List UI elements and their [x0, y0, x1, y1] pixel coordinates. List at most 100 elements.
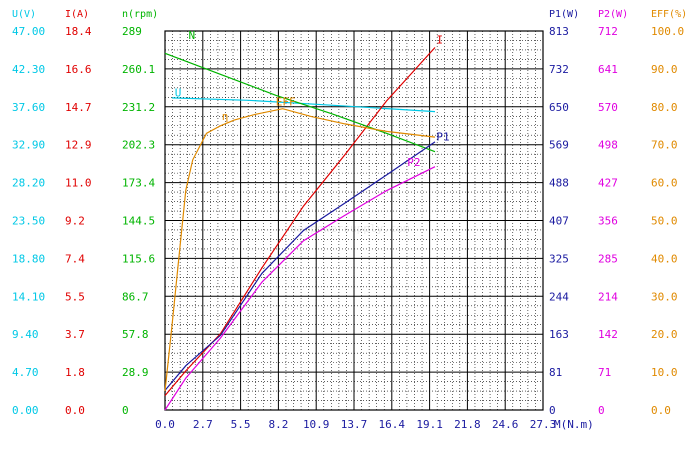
tick-label-n: 86.7	[122, 290, 149, 303]
tick-label-p1: 325	[549, 252, 569, 265]
tick-label-n: 173.4	[122, 177, 155, 190]
x-tick-label: 16.4	[379, 418, 406, 431]
tick-label-n: 57.8	[122, 328, 149, 341]
tick-label-p2: 285	[598, 252, 618, 265]
tick-label-i: 18.4	[65, 25, 92, 38]
tick-label-n: 231.2	[122, 101, 155, 114]
tick-label-eff: 100.0	[651, 25, 684, 38]
x-tick-label: 5.5	[231, 418, 251, 431]
axis-header-i: I(A)	[65, 9, 89, 20]
tick-label-i: 5.5	[65, 290, 85, 303]
tick-label-i: 7.4	[65, 252, 85, 265]
watermark: baopowersupply.com	[290, 222, 410, 235]
tick-label-u: 0.00	[12, 404, 39, 417]
tick-label-eff: 0.0	[651, 404, 671, 417]
x-tick-label: 2.7	[193, 418, 213, 431]
tick-label-p2: 427	[598, 177, 618, 190]
x-tick-label: 13.7	[341, 418, 368, 431]
tick-label-n: 144.5	[122, 215, 155, 228]
tick-label-eff: 60.0	[651, 177, 678, 190]
tick-label-p2: 356	[598, 215, 618, 228]
series-label-p1: P1	[436, 131, 449, 144]
tick-label-p1: 244	[549, 290, 569, 303]
tick-label-eff: 30.0	[651, 290, 678, 303]
series-label-u: U	[175, 86, 182, 99]
tick-label-u: 32.90	[12, 139, 45, 152]
tick-label-p2: 71	[598, 366, 611, 379]
tick-label-u: 23.50	[12, 215, 45, 228]
series-label-p2: P2	[407, 156, 420, 169]
tick-label-n: 115.6	[122, 252, 155, 265]
tick-label-p2: 498	[598, 139, 618, 152]
tick-label-eff: 20.0	[651, 328, 678, 341]
tick-label-p2: 142	[598, 328, 618, 341]
tick-label-p1: 81	[549, 366, 562, 379]
tick-label-i: 12.9	[65, 139, 92, 152]
tick-label-p1: 163	[549, 328, 569, 341]
axis-header-p2: P2(W)	[598, 9, 628, 20]
tick-label-n: 202.3	[122, 139, 155, 152]
tick-label-p2: 0	[598, 404, 605, 417]
plot-frame	[164, 30, 544, 411]
tick-label-p1: 732	[549, 63, 569, 76]
tick-label-p1: 407	[549, 215, 569, 228]
series-label-n: N	[189, 29, 196, 42]
series-line-u	[171, 97, 436, 113]
x-tick-label: 27.3	[530, 418, 557, 431]
tick-label-i: 11.0	[65, 177, 92, 190]
series-line-p2	[164, 166, 436, 411]
tick-label-i: 1.8	[65, 366, 85, 379]
x-tick-label: 0.0	[155, 418, 175, 431]
series-line-n	[164, 52, 436, 153]
tick-label-p1: 569	[549, 139, 569, 152]
tick-label-p2: 712	[598, 25, 618, 38]
tick-label-u: 47.00	[12, 25, 45, 38]
tick-label-p1: 0	[549, 404, 556, 417]
series-label-i: I	[436, 33, 443, 46]
x-tick-label: 10.9	[303, 418, 330, 431]
tick-label-p1: 650	[549, 101, 569, 114]
axis-header-n: n(rpm)	[122, 9, 158, 20]
axis-header-u: U(V)	[12, 9, 36, 20]
tick-label-eff: 40.0	[651, 252, 678, 265]
tick-label-p2: 570	[598, 101, 618, 114]
x-tick-label: 19.1	[416, 418, 443, 431]
tick-label-eff: 90.0	[651, 63, 678, 76]
tick-label-p1: 813	[549, 25, 569, 38]
tick-label-i: 14.7	[65, 101, 92, 114]
series-line-p1	[164, 141, 436, 391]
tick-label-p1: 488	[549, 177, 569, 190]
tick-label-u: 14.10	[12, 290, 45, 303]
tick-label-p2: 641	[598, 63, 618, 76]
tick-label-i: 3.7	[65, 328, 85, 341]
tick-label-n: 289	[122, 25, 142, 38]
tick-label-u: 18.80	[12, 252, 45, 265]
axis-header-p1: P1(W)	[549, 9, 579, 20]
tick-label-u: 4.70	[12, 366, 39, 379]
tick-label-eff: 50.0	[651, 215, 678, 228]
tick-label-n: 260.1	[122, 63, 155, 76]
tick-label-eff: 80.0	[651, 101, 678, 114]
tick-label-eff: 10.0	[651, 366, 678, 379]
tick-label-i: 0.0	[65, 404, 85, 417]
tick-label-i: 16.6	[65, 63, 92, 76]
x-tick-label: 24.6	[492, 418, 519, 431]
tick-label-u: 37.60	[12, 101, 45, 114]
x-axis-label: M(N.m)	[554, 418, 594, 431]
tick-label-n: 28.9	[122, 366, 149, 379]
x-tick-label: 8.2	[268, 418, 288, 431]
series-line-i	[164, 47, 436, 396]
x-tick-label: 21.8	[454, 418, 481, 431]
axis-header-eff: EFF(%)	[651, 9, 687, 20]
series-label-eff: η	[222, 110, 229, 123]
tick-label-n: 0	[122, 404, 129, 417]
tick-label-p2: 214	[598, 290, 618, 303]
tick-label-eff: 70.0	[651, 139, 678, 152]
tick-label-i: 9.2	[65, 215, 85, 228]
tick-label-u: 9.40	[12, 328, 39, 341]
series-line-eff	[164, 108, 436, 392]
tick-label-u: 28.20	[12, 177, 45, 190]
series-label-eff: EFF	[276, 95, 296, 108]
